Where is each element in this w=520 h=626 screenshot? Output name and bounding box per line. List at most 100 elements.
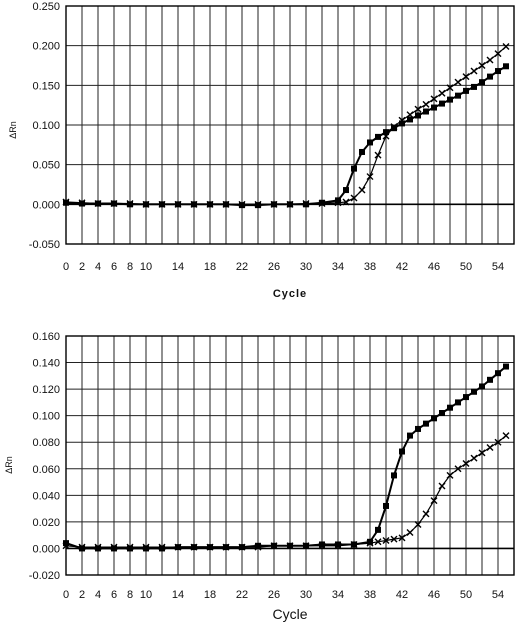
data-point-x-stroke (358, 186, 366, 194)
data-point-square (111, 545, 117, 552)
data-point-square (455, 92, 461, 99)
data-point-square (495, 370, 501, 377)
data-point-x-stroke (430, 95, 438, 103)
data-point-x-stroke (286, 542, 294, 550)
data-point-x (366, 539, 374, 547)
data-point-x-stroke (238, 543, 246, 551)
data-point-x-stroke (414, 105, 422, 113)
data-point-x (94, 200, 102, 208)
data-point-x-stroke (502, 42, 510, 50)
data-point-x (438, 89, 446, 97)
data-point-x (254, 543, 262, 551)
x-tick-label: 50 (460, 589, 472, 601)
data-point-x-stroke (254, 200, 262, 208)
y-tick-label: 0.200 (32, 41, 60, 53)
y-tick-label: 0.100 (32, 120, 60, 132)
data-point-x (478, 62, 486, 69)
data-point-x-stroke (398, 116, 406, 124)
data-point-x (382, 536, 390, 544)
data-point-x (206, 200, 214, 208)
x-tick-label: 18 (204, 589, 216, 601)
x-tick-label: 8 (127, 589, 133, 601)
y-tick-label: 0.040 (32, 490, 60, 502)
y-axis-label: ΔRn (4, 456, 14, 474)
data-point-x-stroke (502, 432, 510, 440)
data-point-x-stroke (158, 200, 166, 208)
y-tick-label: 0.000 (32, 543, 60, 555)
data-point-x-stroke (334, 542, 342, 550)
data-point-x-stroke (126, 543, 134, 551)
data-point-x-stroke (462, 73, 470, 81)
data-point-x-stroke (174, 543, 182, 551)
data-point-square (439, 100, 445, 107)
x-tick-label: 22 (236, 261, 248, 273)
x-tick-label: 42 (396, 589, 408, 601)
data-point-square (431, 415, 437, 422)
y-tick-label: 0.080 (32, 437, 60, 449)
data-point-x (62, 198, 70, 206)
data-point-x (446, 471, 454, 479)
data-point-x-stroke (422, 100, 430, 108)
x-tick-label: 50 (460, 261, 472, 273)
data-point-x (430, 95, 438, 103)
data-point-x-stroke (126, 200, 134, 208)
data-point-square (343, 187, 349, 194)
data-point-x (486, 56, 494, 64)
x-tick-label: 2 (79, 261, 85, 273)
data-point-x-stroke (382, 132, 390, 140)
data-point-x (254, 200, 262, 208)
data-point-square (503, 63, 509, 70)
data-point-square (471, 83, 477, 90)
x-tick-label: 26 (268, 589, 280, 601)
data-point-square (431, 104, 437, 111)
data-point-x (110, 200, 118, 208)
data-point-square (383, 502, 389, 509)
data-point-x-stroke (206, 543, 214, 551)
data-point-x (78, 199, 86, 207)
data-point-x (222, 543, 230, 551)
x-tick-label: 54 (492, 261, 504, 273)
data-point-x-stroke (62, 198, 70, 206)
y-tick-label: 0.140 (32, 358, 60, 370)
data-point-square (463, 87, 469, 94)
data-point-x (470, 454, 478, 462)
data-point-x (478, 449, 486, 457)
data-point-x-stroke (470, 454, 478, 462)
data-point-square (367, 139, 373, 146)
data-point-square (487, 376, 493, 383)
data-point-x-stroke (406, 529, 414, 537)
x-tick-label: 38 (364, 589, 376, 601)
data-point-x-stroke (78, 199, 86, 207)
x-tick-label: 34 (332, 261, 344, 273)
data-point-x (366, 173, 374, 181)
x-axis-label: Cycle (272, 606, 307, 622)
data-point-x (470, 67, 478, 75)
data-point-x (422, 510, 430, 518)
data-point-x-stroke (406, 111, 414, 119)
data-point-x (462, 459, 470, 467)
data-point-x (382, 132, 390, 140)
data-point-x (238, 200, 246, 208)
data-point-x-stroke (94, 543, 102, 551)
data-point-x (502, 432, 510, 440)
y-tick-label: 0.120 (32, 384, 60, 396)
x-tick-label: 30 (300, 589, 312, 601)
data-point-x (438, 482, 446, 490)
data-point-x-stroke (350, 540, 358, 548)
data-point-x (486, 444, 494, 452)
y-tick-label: -0.050 (29, 239, 60, 251)
y-tick-label: 0.250 (32, 1, 60, 13)
data-point-x (334, 542, 342, 550)
data-point-square (255, 542, 261, 549)
data-point-x (502, 42, 510, 50)
data-point-square (391, 125, 397, 132)
data-point-x-stroke (470, 67, 478, 75)
data-point-x (334, 199, 342, 207)
data-point-x (414, 105, 422, 113)
data-point-x (190, 543, 198, 551)
data-point-x (446, 84, 454, 92)
x-tick-label: 18 (204, 261, 216, 273)
data-point-x-stroke (62, 542, 70, 550)
data-point-x (110, 543, 118, 551)
data-point-x (318, 542, 326, 550)
